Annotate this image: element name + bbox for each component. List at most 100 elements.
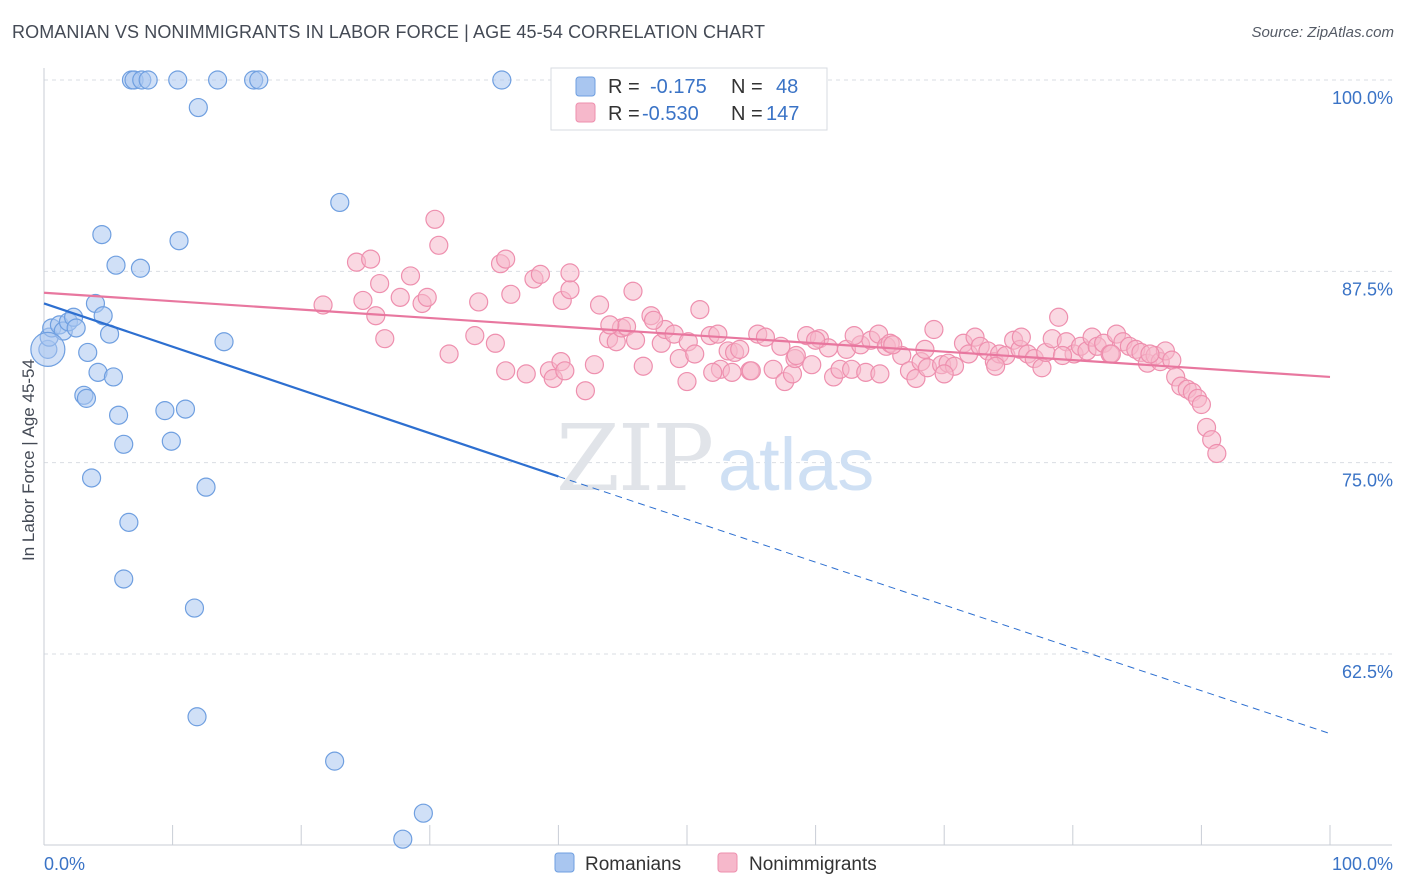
legend-n-value-romanians: 48 [776,76,798,98]
romanians-point-41 [330,192,350,213]
nonimmigrants-point-32 [589,295,610,315]
nonimmigrants-point-16 [485,333,505,353]
legend-r-label-romanians: R = [608,76,640,98]
romanians-point-25 [184,598,205,618]
nonimmigrants-point-46 [690,300,710,320]
legend-n-value-nonimmigrants: 147 [766,103,799,125]
nonimmigrants-point-123 [1191,394,1212,415]
x-tick-labels: 0.0% 100.0% [44,854,1393,874]
nonimmigrants-point-127 [870,364,890,384]
y-tick-labels: 100.0% 87.5% 75.0% 62.5% [1332,88,1393,682]
romanians-point-28 [92,224,112,245]
nonimmigrants-point-131 [643,310,664,330]
bottom-legend: Romanians Nonimmigrants [554,852,877,875]
y-axis-title: In Labor Force | Age 45-54 [19,359,38,561]
romanians-point-11 [78,342,98,363]
nonimmigrants-point-129 [741,361,761,381]
x-tick-label-0: 0.0% [44,854,85,874]
nonimmigrants-point-139 [1101,344,1121,364]
legend-box: R = -0.175 N = 48 R = -0.530 N = 147 [550,67,828,131]
nonimmigrants-point-13 [439,344,459,364]
nonimmigrants-point-15 [469,292,489,312]
legend-swatch-nonimmigrants [575,102,596,123]
bottom-legend-swatch-nonimmigrants [717,852,738,873]
romanians-point-30 [130,258,151,278]
legend-swatch-romanians [575,76,596,97]
nonimmigrants-point-10 [417,287,437,307]
nonimmigrants-point-141 [986,356,1006,376]
watermark-atlas: atlas [718,423,874,506]
nonimmigrants-point-2 [361,249,381,269]
romanians-points [30,70,512,849]
y-tick-label-0: 100.0% [1332,88,1393,108]
nonimmigrants-point-21 [516,364,536,384]
romanians-trendline [43,302,559,478]
nonimmigrants-point-62 [802,355,822,375]
nonimmigrants-point-31 [584,355,605,375]
romanians-point-27 [214,332,234,352]
nonimmigrants-point-144 [883,335,903,355]
nonimmigrants-point-130 [677,371,697,392]
y-tick-label-3: 62.5% [1342,662,1393,682]
romanians-point-16 [108,405,129,425]
romanians-point-44 [413,803,433,823]
nonimmigrants-point-137 [1011,327,1031,347]
nonimmigrants-point-146 [555,361,575,381]
chart-title: ROMANIAN VS NONIMMIGRANTS IN LABOR FORCE… [12,22,766,42]
romanians-trendline-extension [558,475,1331,735]
y-tick-label-2: 75.0% [1342,471,1393,491]
nonimmigrants-point-56 [763,359,783,379]
nonimmigrants-point-135 [703,362,723,382]
nonimmigrants-point-14 [465,326,485,346]
y-tick-label-1: 87.5% [1342,279,1393,299]
romanians-point-7 [66,318,86,338]
nonimmigrants-point-12 [429,235,449,255]
nonimmigrants-point-29 [560,263,580,283]
romanians-point-29 [106,255,126,275]
nonimmigrants-point-99 [1049,307,1069,327]
romanians-point-45 [393,829,413,849]
romanians-point-20 [161,431,181,451]
romanians-point-18 [175,399,196,419]
bottom-legend-nonimmigrants: Nonimmigrants [749,854,877,875]
romanians-point-21 [81,468,102,488]
nonimmigrants-point-145 [722,362,742,382]
nonimmigrants-point-136 [625,330,646,350]
nonimmigrants-point-4 [370,273,390,294]
romanians-point-9 [93,306,113,326]
nonimmigrants-point-30 [575,381,596,401]
x-tick-label-1: 100.0% [1332,854,1393,874]
legend-n-label-romanians: N = [731,76,763,98]
romanians-point-43 [325,751,345,771]
nonimmigrants-point-126 [1207,443,1227,464]
romanians-point-36 [138,70,158,90]
romanians-point-40 [249,70,269,90]
nonimmigrants-point-23 [530,264,550,284]
nonimmigrants-point-128 [805,330,826,350]
bottom-legend-swatch-romanians [554,852,575,873]
romanians-point-15 [76,388,97,408]
nonimmigrants-point-11 [425,209,445,229]
nonimmigrants-point-28 [560,280,580,300]
trendlines [43,291,1331,735]
nonimmigrants-point-7 [390,287,410,307]
romanians-point-32 [188,97,208,118]
nonimmigrants-point-142 [844,326,864,346]
nonimmigrants-point-6 [375,329,395,349]
nonimmigrants-point-37 [623,281,643,301]
nonimmigrants-point-133 [934,364,954,384]
romanians-point-23 [119,512,139,532]
romanians-point-31 [169,231,189,251]
romanians-point-22 [196,477,216,497]
nonimmigrants-point-52 [730,339,750,359]
bottom-legend-romanians: Romanians [585,854,681,875]
romanians-point-large [30,331,66,367]
nonimmigrants-point-8 [400,266,421,286]
legend-n-label-nonimmigrants: N = [731,103,763,125]
legend-r-value-nonimmigrants: -0.530 [642,103,699,125]
axes [43,68,1392,846]
nonimmigrants-point-18 [496,249,516,269]
romanians-point-38 [208,70,228,90]
nonimmigrants-point-48 [708,324,728,344]
